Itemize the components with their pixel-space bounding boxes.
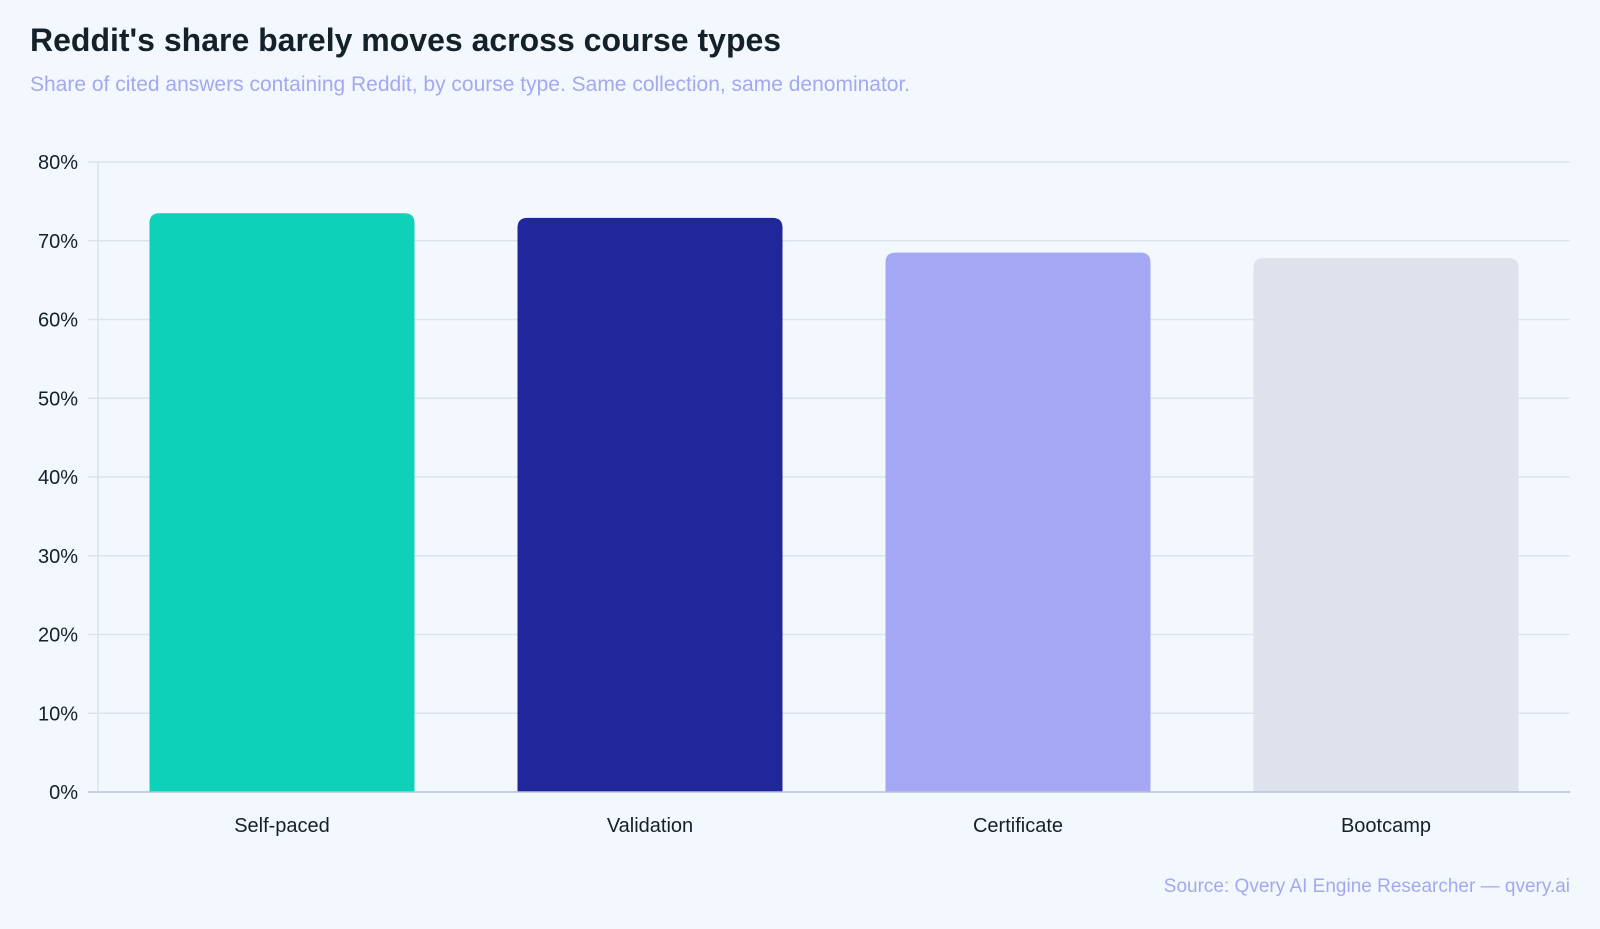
y-tick-label: 0% xyxy=(49,782,78,804)
y-axis-ticks: 0% 10% 20% 30% 40% 50% 60% 70% 80% xyxy=(38,152,78,804)
x-category-label: Bootcamp xyxy=(1341,815,1431,837)
x-axis-labels: Self-paced Validation Certificate Bootcamp xyxy=(234,815,1431,837)
axes xyxy=(97,162,1570,793)
source-note: Source: Qvery AI Engine Researcher — qve… xyxy=(1163,876,1570,897)
y-tick-label: 10% xyxy=(38,703,78,725)
chart-title: Reddit's share barely moves across cours… xyxy=(30,22,782,58)
bar-self-paced xyxy=(149,213,415,792)
x-category-label: Validation xyxy=(607,815,693,837)
y-tick-label: 60% xyxy=(38,310,78,332)
y-tick-label: 50% xyxy=(38,388,78,410)
y-tick-label: 40% xyxy=(38,467,78,489)
y-tick-label: 70% xyxy=(38,231,78,253)
bars xyxy=(149,213,1519,793)
y-tick-label: 20% xyxy=(38,625,78,647)
chart-subtitle: Share of cited answers containing Reddit… xyxy=(30,73,911,96)
y-tick-label: 30% xyxy=(38,546,78,568)
y-tick-label: 80% xyxy=(38,152,78,174)
x-category-label: Self-paced xyxy=(234,815,330,837)
bar-validation xyxy=(517,217,783,793)
bar-bootcamp xyxy=(1253,258,1519,792)
bar-certificate xyxy=(885,252,1151,792)
x-category-label: Certificate xyxy=(973,815,1063,837)
